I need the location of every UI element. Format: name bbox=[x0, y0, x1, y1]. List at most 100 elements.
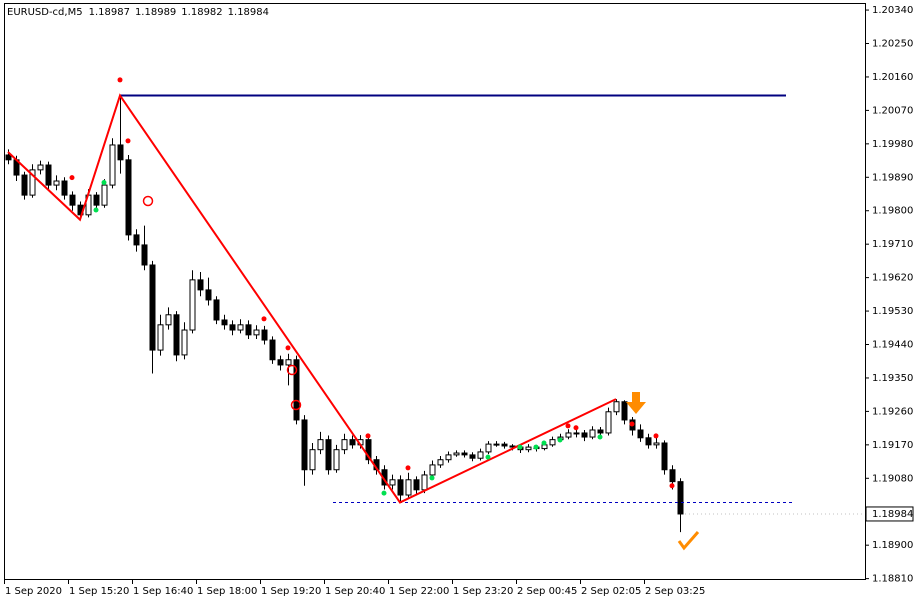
candle-body bbox=[397, 479, 404, 496]
fractal-down bbox=[597, 434, 603, 440]
candle-body bbox=[173, 314, 180, 356]
y-tick-label: 1.19890 bbox=[872, 172, 913, 183]
candle-body bbox=[261, 329, 268, 341]
candle-body bbox=[621, 401, 628, 421]
candle-body bbox=[501, 443, 508, 447]
y-tick-label: 1.19170 bbox=[872, 440, 913, 451]
candle-body bbox=[237, 324, 244, 331]
candle-body bbox=[141, 244, 148, 266]
candle-body bbox=[661, 442, 668, 471]
candle-body bbox=[637, 429, 644, 439]
fractal-up bbox=[565, 423, 571, 429]
x-tick-label: 2 Sep 03:25 bbox=[645, 586, 705, 597]
candle-body bbox=[453, 452, 460, 456]
candle-body bbox=[125, 159, 132, 236]
fractal-down bbox=[485, 454, 491, 460]
check-mark bbox=[677, 531, 700, 551]
plot: 1.20340 1.20250 1.20160 1.20070 1.19980 1.198… bbox=[4, 5, 914, 597]
plot-frame bbox=[4, 3, 866, 580]
fractal-down bbox=[533, 444, 539, 450]
y-tick-label: 1.18900 bbox=[872, 540, 913, 551]
candle-body bbox=[597, 429, 604, 434]
y-tick-label: 1.20160 bbox=[872, 72, 913, 83]
signal-circle bbox=[290, 399, 302, 411]
candle-body bbox=[677, 481, 684, 515]
candle-body bbox=[277, 359, 284, 366]
y-tick-label: 1.20070 bbox=[872, 105, 913, 116]
candle-body bbox=[29, 169, 36, 196]
fractal-up bbox=[69, 175, 75, 181]
fractal-up bbox=[669, 483, 675, 489]
candle-body bbox=[341, 439, 348, 451]
fractal-down bbox=[517, 444, 523, 450]
header-value: 1.18984 bbox=[228, 7, 269, 18]
candle-body bbox=[53, 180, 60, 186]
candle-body bbox=[181, 329, 188, 356]
y-tick-label: 1.19440 bbox=[872, 340, 913, 351]
candle-body bbox=[461, 452, 468, 456]
candle-body bbox=[165, 314, 172, 326]
y-tick-label: 1.19710 bbox=[872, 239, 913, 250]
candle-body bbox=[37, 164, 44, 171]
candle-body bbox=[437, 459, 444, 466]
candle-body bbox=[389, 479, 396, 486]
header-value: 1.18989 bbox=[135, 7, 176, 18]
fractal-up bbox=[629, 421, 635, 427]
fractal-up bbox=[117, 77, 123, 83]
candle-body bbox=[301, 419, 308, 471]
candle-body bbox=[109, 144, 116, 186]
fractal-down bbox=[541, 440, 547, 446]
y-tick-label: 1.19980 bbox=[872, 139, 913, 150]
price-label: 1.18984 bbox=[872, 509, 913, 520]
fractal-up bbox=[125, 138, 131, 144]
fractal-up bbox=[573, 425, 579, 431]
price-box bbox=[865, 506, 914, 522]
fractal-up bbox=[653, 433, 659, 439]
candle-body bbox=[325, 439, 332, 471]
candle-body bbox=[245, 324, 252, 336]
candle-body bbox=[413, 479, 420, 491]
candle-body bbox=[405, 479, 412, 496]
candle-body bbox=[317, 439, 324, 451]
candle-body bbox=[589, 429, 596, 438]
fractal-down bbox=[93, 207, 99, 213]
signal-arrow bbox=[626, 392, 646, 414]
candle-body bbox=[429, 464, 436, 476]
candle-body bbox=[653, 442, 660, 446]
x-tick-label: 1 Sep 15:20 bbox=[69, 586, 129, 597]
y-tick-label: 1.19260 bbox=[872, 406, 913, 417]
y-tick-label: 1.19080 bbox=[872, 473, 913, 484]
candle-body bbox=[69, 194, 76, 206]
candle-body bbox=[469, 454, 476, 459]
signal-circle bbox=[142, 195, 154, 207]
candle-body bbox=[309, 449, 316, 471]
y-tick-label: 1.20250 bbox=[872, 39, 913, 50]
candle-body bbox=[229, 324, 236, 331]
candle-body bbox=[5, 154, 12, 161]
fractal-down bbox=[381, 490, 387, 496]
y-tick-label: 1.18810 bbox=[872, 574, 913, 585]
x-tick-label: 1 Sep 2020 bbox=[5, 586, 62, 597]
x-tick-label: 1 Sep 22:00 bbox=[389, 586, 449, 597]
candle-body bbox=[349, 439, 356, 446]
x-tick-label: 2 Sep 02:05 bbox=[581, 586, 641, 597]
x-tick-label: 1 Sep 16:40 bbox=[133, 586, 193, 597]
candle-body bbox=[573, 432, 580, 435]
x-tick-label: 1 Sep 20:40 bbox=[325, 586, 385, 597]
header: EURUSD-cd,M5 1.18987 1.18989 1.18982 1.1898… bbox=[7, 7, 269, 18]
candle-body bbox=[197, 279, 204, 291]
fractal-up bbox=[285, 345, 291, 351]
fractal-up bbox=[261, 316, 267, 322]
fractal-down bbox=[101, 179, 107, 185]
candle-body bbox=[149, 264, 156, 351]
candle-body bbox=[253, 329, 260, 336]
header-value: 1.18982 bbox=[181, 7, 222, 18]
fractal-up bbox=[405, 465, 411, 471]
header-value: 1.18987 bbox=[89, 7, 130, 18]
x-tick-label: 2 Sep 00:45 bbox=[517, 586, 577, 597]
candle-body bbox=[269, 339, 276, 361]
candle-body bbox=[565, 432, 572, 438]
fractal-down bbox=[557, 437, 563, 443]
candle-body bbox=[421, 474, 428, 491]
candle-body bbox=[45, 164, 52, 186]
